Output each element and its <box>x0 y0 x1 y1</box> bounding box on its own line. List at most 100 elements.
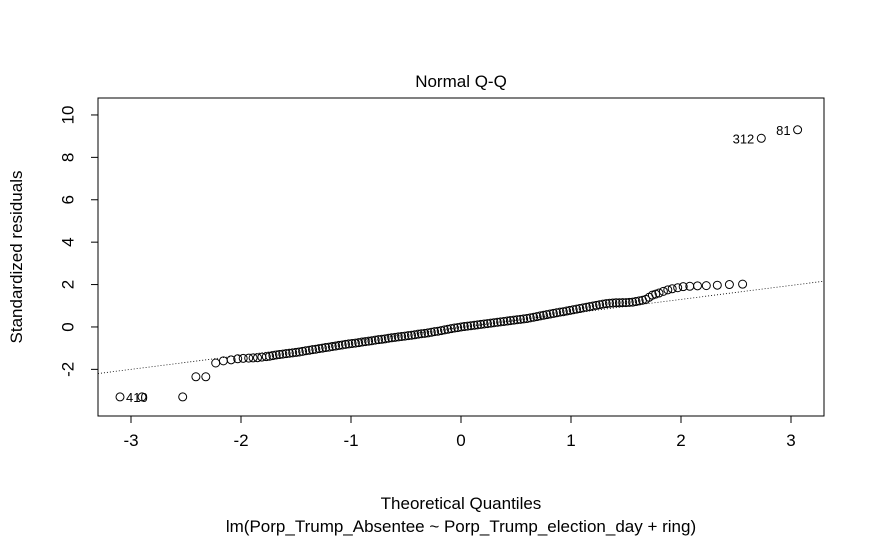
data-point <box>568 305 578 315</box>
plot-frame <box>97 97 825 417</box>
data-point <box>416 329 426 339</box>
data-point <box>611 298 621 308</box>
data-point <box>631 297 641 307</box>
data-point <box>178 392 188 402</box>
data-point <box>486 318 496 328</box>
data-point <box>525 313 535 323</box>
data-point <box>331 341 341 351</box>
data-point <box>420 328 430 338</box>
data-point <box>588 301 598 311</box>
data-point <box>324 342 334 352</box>
point-labels: 410 312 81 <box>126 123 791 405</box>
data-point <box>400 331 410 341</box>
data-point <box>397 332 407 341</box>
data-point <box>367 336 377 346</box>
data-point <box>654 288 664 298</box>
data-point <box>137 392 147 402</box>
data-point <box>552 308 562 318</box>
data-point <box>238 353 248 363</box>
x-tick-label: 3 <box>786 431 795 450</box>
data-point <box>275 350 284 360</box>
data-point <box>308 345 317 355</box>
data-point <box>271 350 281 360</box>
data-point <box>585 302 595 312</box>
data-point <box>502 316 512 326</box>
data-points <box>115 125 803 402</box>
data-point <box>387 333 397 343</box>
data-point <box>268 351 278 361</box>
data-point <box>281 349 291 359</box>
data-point <box>436 326 446 336</box>
point-label: 312 <box>733 131 755 146</box>
data-point <box>499 316 509 326</box>
data-point <box>548 308 558 318</box>
y-tick-label: 10 <box>59 105 78 124</box>
x-tick-label: -2 <box>233 431 248 450</box>
data-point <box>354 338 364 348</box>
point-label: 410 <box>126 390 148 405</box>
data-point <box>482 319 492 329</box>
data-point <box>294 347 304 357</box>
data-point <box>756 133 766 143</box>
data-point <box>522 313 532 323</box>
data-point <box>115 392 125 402</box>
y-tick-label: 2 <box>59 280 78 289</box>
data-point <box>334 340 344 350</box>
data-point <box>608 298 618 308</box>
data-point <box>347 338 357 348</box>
data-point <box>701 281 711 291</box>
data-point <box>621 298 631 308</box>
data-point <box>327 341 337 351</box>
data-point <box>558 307 568 317</box>
x-tick-label: 0 <box>456 431 465 450</box>
data-point <box>211 358 221 368</box>
data-point <box>443 324 453 334</box>
y-tick-label: -2 <box>59 362 78 377</box>
data-point <box>581 302 591 312</box>
data-point <box>423 328 433 338</box>
data-point <box>476 319 486 329</box>
data-point <box>244 353 254 363</box>
data-point <box>350 338 360 348</box>
data-point <box>360 337 370 347</box>
y-tick-label: 8 <box>59 153 78 162</box>
data-point <box>226 355 236 365</box>
x-tick-label: 1 <box>566 431 575 450</box>
data-point <box>407 330 416 340</box>
data-point <box>601 299 611 309</box>
x-axis: -3 -2 -1 0 1 2 3 <box>123 415 796 450</box>
data-point <box>463 321 473 331</box>
data-point <box>370 335 380 345</box>
reference-line <box>97 280 825 374</box>
data-point <box>311 344 321 354</box>
data-point <box>542 310 552 320</box>
data-point <box>512 315 522 325</box>
data-point <box>469 320 479 330</box>
data-point <box>390 332 400 342</box>
data-point <box>413 329 423 339</box>
data-point <box>253 353 262 363</box>
data-point <box>539 310 548 320</box>
data-point <box>453 323 463 333</box>
data-point <box>191 372 201 382</box>
data-point <box>663 285 673 295</box>
data-point <box>492 317 502 327</box>
data-point <box>515 314 525 324</box>
data-point <box>321 343 331 353</box>
data-point <box>337 340 347 350</box>
y-axis-label: Standardized residuals <box>7 171 26 344</box>
data-point <box>284 348 294 358</box>
y-tick-label: 4 <box>59 237 78 246</box>
data-point <box>724 280 734 290</box>
data-point <box>634 296 644 306</box>
data-point <box>496 317 506 327</box>
data-point <box>614 298 624 308</box>
data-point <box>519 314 529 324</box>
chart-subtitle: lm(Porp_Trump_Absentee ~ Porp_Trump_elec… <box>226 517 696 536</box>
data-point <box>529 312 539 322</box>
data-point <box>374 335 383 345</box>
data-point <box>624 297 634 307</box>
y-axis: -2 0 2 4 6 8 10 <box>59 105 99 377</box>
data-point <box>433 326 443 336</box>
data-point <box>565 305 575 315</box>
